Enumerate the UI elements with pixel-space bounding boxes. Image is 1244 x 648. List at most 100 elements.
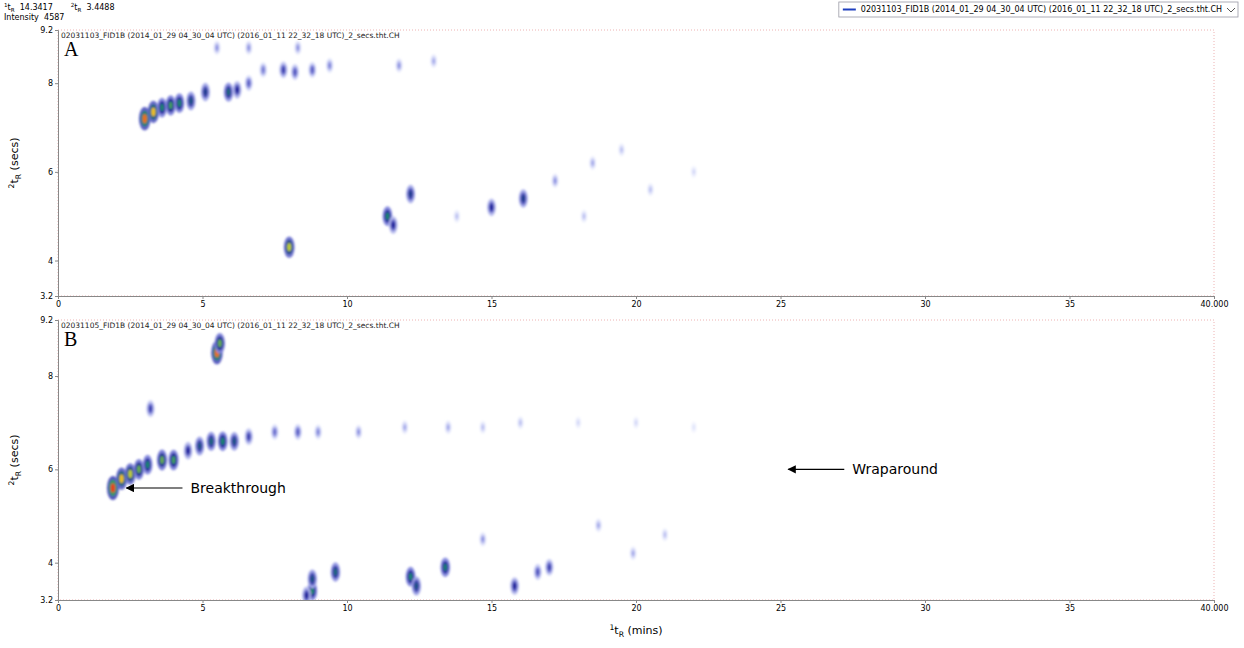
peak (551, 174, 558, 188)
tick-label: 3.2 (40, 292, 53, 301)
peak (693, 169, 695, 174)
peak (195, 437, 204, 456)
peak (198, 442, 202, 449)
tick-mark (492, 296, 493, 299)
peak (224, 82, 234, 101)
peak (649, 187, 652, 192)
peak (262, 67, 265, 73)
tick-label: 8 (48, 372, 53, 381)
peak (308, 62, 316, 78)
peak (356, 427, 361, 437)
peak (311, 67, 314, 73)
y-axis-title-part: (secs) (8, 138, 21, 174)
tick: 3.2 (40, 292, 58, 301)
tick-label: 6 (48, 465, 53, 474)
peak (196, 440, 202, 453)
peak (479, 532, 486, 546)
peak (293, 69, 296, 75)
peak (144, 458, 151, 472)
peak (168, 450, 178, 470)
peak (284, 236, 295, 258)
tick-label: 40.000 (1201, 604, 1229, 613)
peak (512, 580, 518, 592)
peak (215, 333, 225, 354)
peak (216, 336, 223, 350)
peak (201, 83, 210, 101)
tick: 5 (200, 600, 205, 613)
annotation: Breakthrough (190, 480, 285, 496)
peak (488, 201, 494, 213)
peak (446, 423, 451, 432)
peak (157, 450, 167, 471)
cursor-label-part: R (78, 7, 82, 13)
peak (413, 580, 419, 593)
tick-label: 9.2 (40, 316, 53, 325)
peak (693, 425, 695, 430)
peak (546, 562, 552, 573)
peak (134, 459, 144, 480)
x-axis: 0510152025303540.000 (56, 600, 1229, 613)
peak (157, 98, 167, 118)
tick: 6 (48, 168, 58, 177)
peak (576, 418, 580, 427)
peak (389, 216, 398, 234)
peak (664, 532, 667, 537)
axis-line (55, 31, 59, 297)
tick-mark (492, 600, 493, 603)
peak (294, 41, 301, 55)
peak (440, 557, 450, 577)
tick: 6 (48, 465, 58, 474)
peak (295, 43, 300, 53)
tick: 0 (56, 600, 61, 613)
peak (648, 185, 653, 194)
peak (286, 240, 293, 255)
peak (517, 416, 524, 429)
peaks (107, 333, 697, 600)
peak (647, 183, 654, 196)
peak (691, 165, 697, 178)
peak (691, 421, 697, 433)
peak (279, 61, 287, 78)
peak (577, 420, 579, 425)
peak (415, 582, 419, 589)
x-axis-title: 1tR (mins) (609, 623, 662, 640)
tick-label: 3.2 (40, 596, 53, 605)
peak (261, 65, 266, 75)
peak (111, 483, 116, 492)
peak (317, 429, 320, 435)
tick-mark (636, 296, 637, 299)
peak (188, 95, 194, 108)
peak (316, 427, 321, 437)
tick-label: 35 (1065, 604, 1075, 613)
tick-mark (925, 600, 926, 603)
peak (170, 453, 177, 467)
peak (148, 101, 159, 124)
peak (581, 209, 588, 222)
peak (442, 561, 449, 574)
peak (445, 420, 452, 434)
tick-label: 10 (342, 604, 352, 613)
peak (185, 445, 191, 457)
peak (328, 63, 331, 69)
panel-letter: B (64, 328, 77, 350)
peak (259, 62, 267, 77)
file-selector-text: 02031103_FID1B (2014_01_29 04_30_04 UTC)… (861, 5, 1222, 14)
tick-mark (925, 296, 926, 299)
peak (167, 98, 174, 112)
tick-mark (203, 600, 204, 603)
peak (219, 435, 226, 449)
peak (176, 96, 183, 110)
peak (160, 104, 164, 112)
peak (575, 416, 581, 429)
tick-label: 25 (776, 300, 786, 309)
peak (554, 178, 557, 183)
peak-layer (139, 41, 697, 259)
y-axis-title: 2tR (secs) (7, 435, 24, 486)
peak (510, 577, 519, 595)
plot-frame (58, 30, 1214, 296)
peak (398, 63, 401, 68)
peak (227, 88, 231, 95)
peak (386, 212, 390, 220)
panel: 0510152025303540.0003.24689.202031105_FI… (7, 316, 1229, 639)
annotation-arrow (788, 469, 844, 470)
